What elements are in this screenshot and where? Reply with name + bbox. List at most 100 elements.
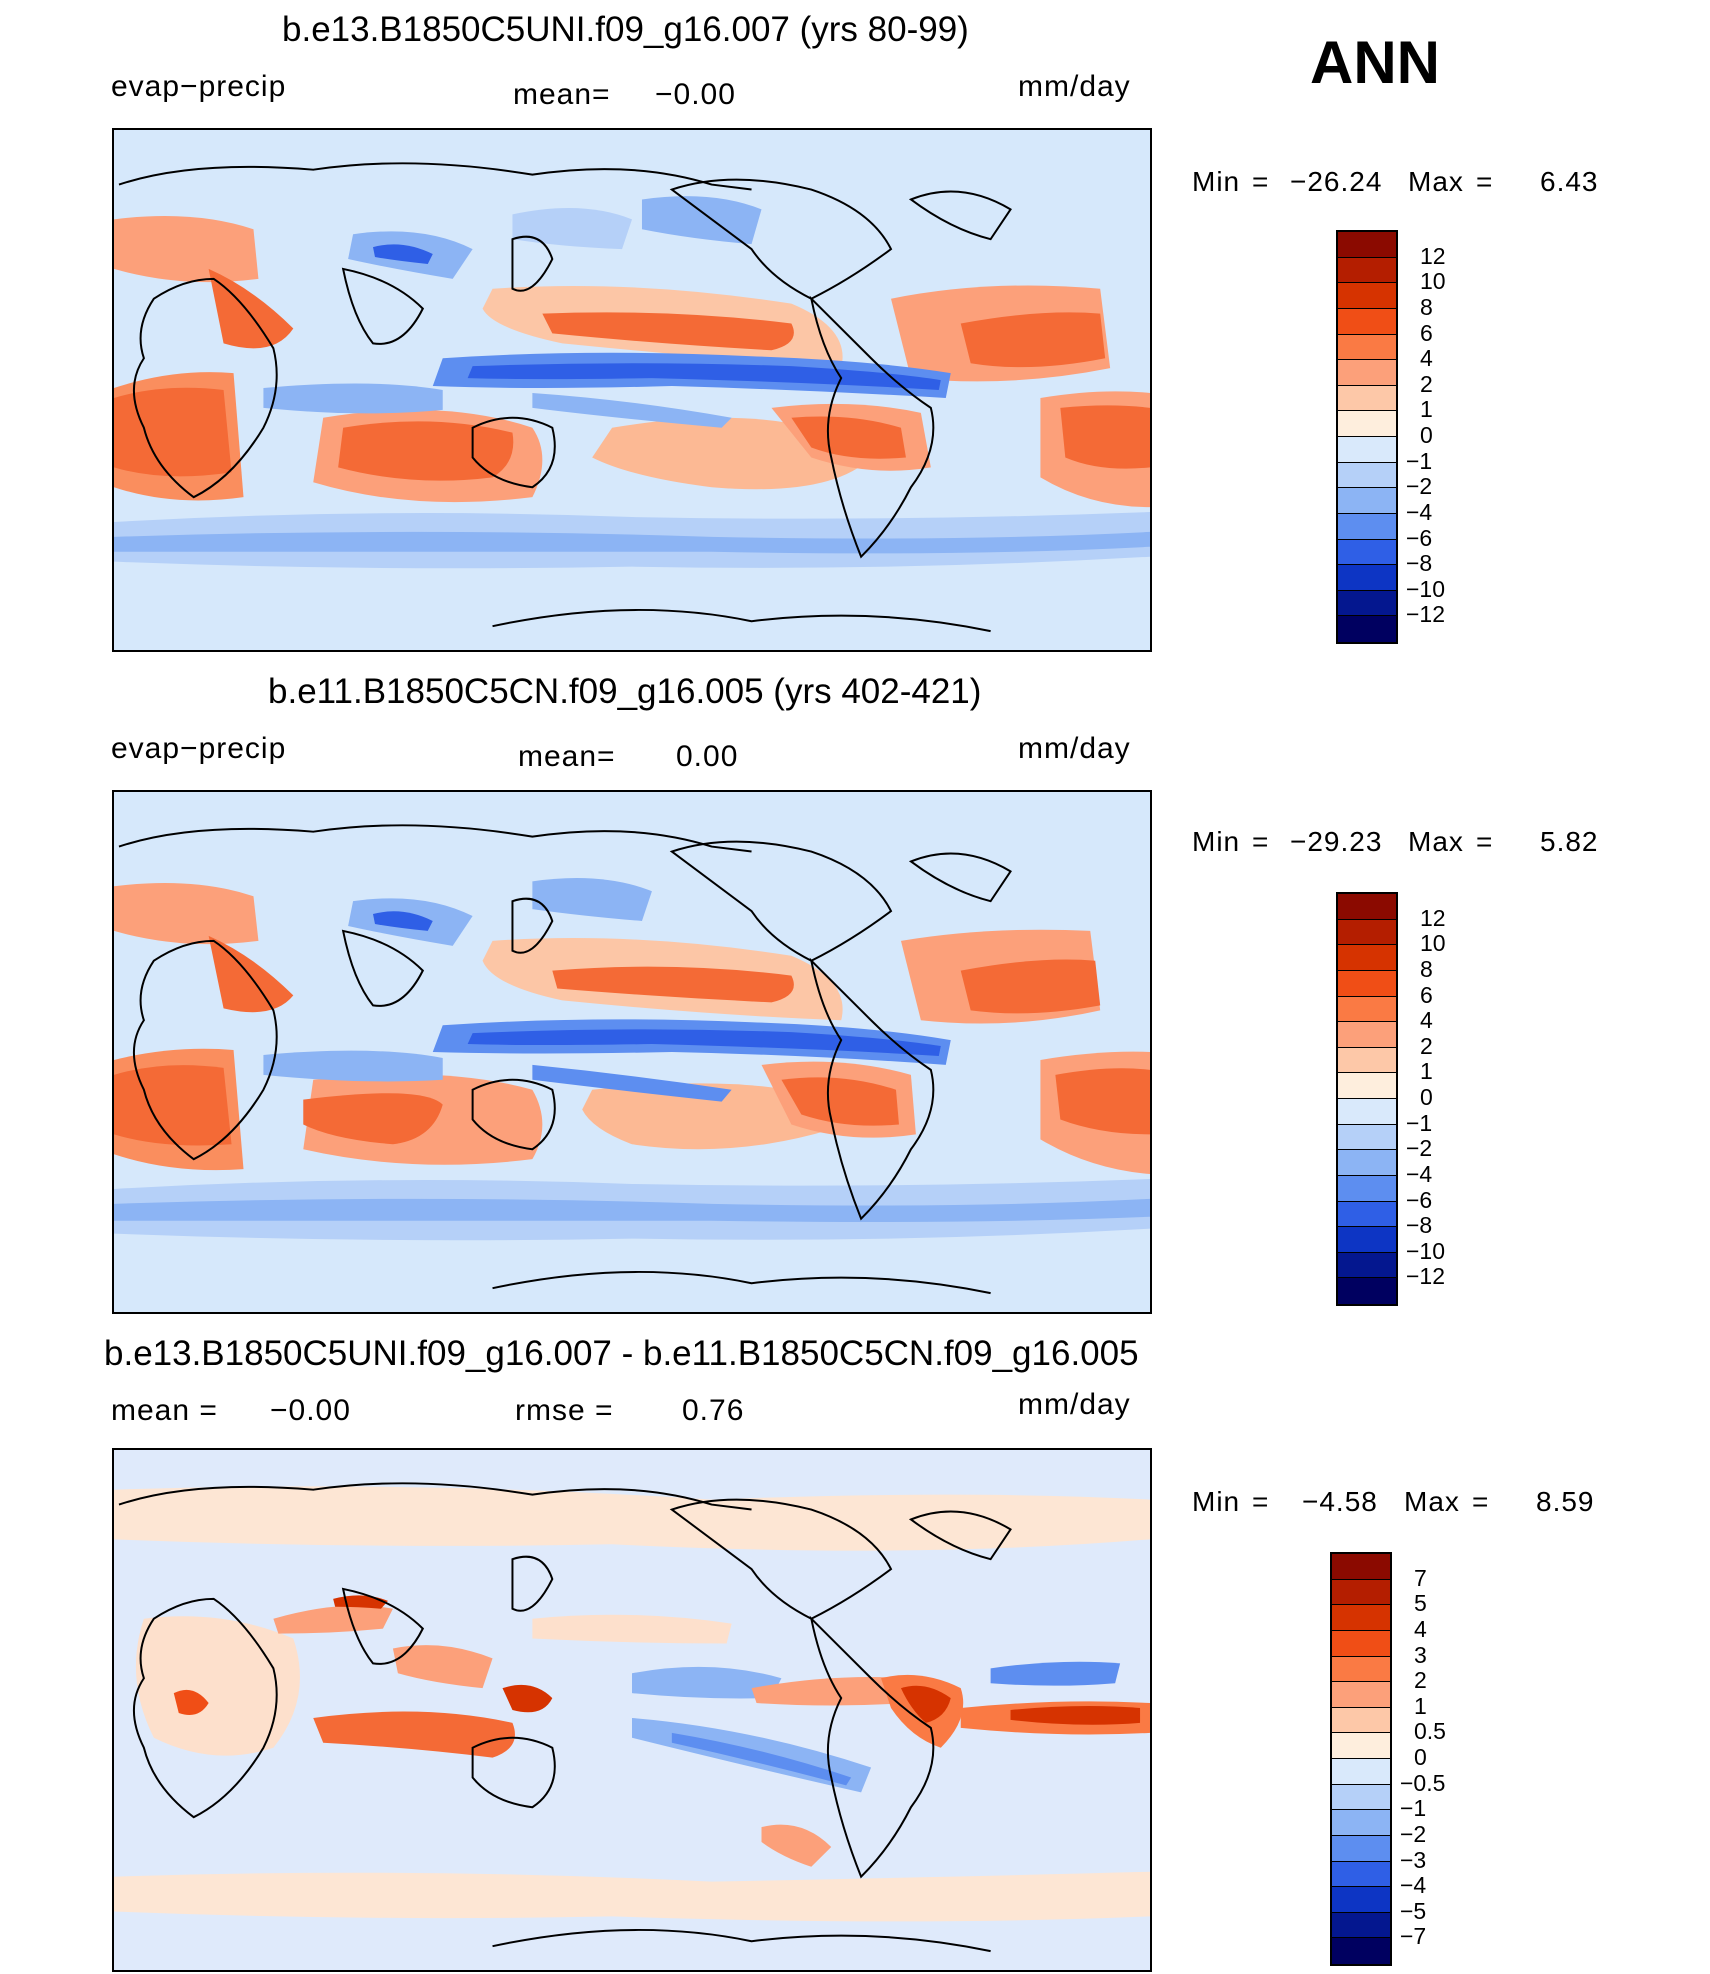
colorbar-tick-label: −0.5 (1400, 1769, 1446, 1796)
colorbar-cell (1332, 1656, 1390, 1683)
colorbar-cell (1338, 1278, 1396, 1304)
colorbar-cell (1338, 488, 1396, 514)
panel-3-min-value: −4.58 (1302, 1486, 1378, 1517)
colorbar-cell (1338, 283, 1396, 309)
colorbar-tick-label: −1 (1406, 1109, 1433, 1136)
panel-1-mean-value: −0.00 (655, 78, 736, 111)
panel-1-min-equals: = (1252, 166, 1270, 197)
colorbar-cell (1338, 437, 1396, 463)
panel-3-mean-value: −0.00 (270, 1394, 351, 1427)
panel-3-max-equals: = (1472, 1486, 1490, 1517)
colorbar-cell (1338, 232, 1396, 258)
colorbar-tick-label: −4 (1406, 1160, 1433, 1187)
colorbar-cell (1338, 894, 1396, 920)
colorbar-cell (1338, 590, 1396, 617)
colorbar-cell (1338, 996, 1396, 1023)
panel-3-title: b.e13.B1850C5UNI.f09_g16.007 - b.e11.B18… (104, 1334, 1139, 1373)
colorbar-cell (1332, 1887, 1390, 1913)
panel-2-max-label: Max (1408, 826, 1464, 857)
colorbar-tick-label: −10 (1406, 1237, 1446, 1264)
panel-3-mean-label: mean = (111, 1394, 218, 1427)
colorbar-tick-label: −4 (1406, 498, 1433, 525)
colorbar-cell (1332, 1630, 1390, 1657)
colorbar-cell (1338, 1073, 1396, 1099)
panel-2-variable-label: evap−precip (111, 732, 287, 765)
panel-2-min-label: Min (1192, 826, 1241, 857)
colorbar-tick-label: 5 (1414, 1590, 1427, 1617)
panel-1-max-label: Max (1408, 166, 1464, 197)
colorbar-tick-label: −2 (1406, 473, 1433, 500)
colorbar-tick-label: −2 (1400, 1820, 1427, 1847)
colorbar-tick-label: 1 (1420, 396, 1433, 423)
colorbar-tick-label: −2 (1406, 1135, 1433, 1162)
colorbar-cell (1332, 1784, 1390, 1811)
colorbar-tick-label: −6 (1406, 1186, 1433, 1213)
colorbar-tick-label: 7 (1414, 1564, 1427, 1591)
colorbar-tick-label: −1 (1406, 447, 1433, 474)
panel-2-min-equals: = (1252, 826, 1270, 857)
colorbar-cell (1332, 1835, 1390, 1862)
colorbar-cell (1338, 1252, 1396, 1279)
panel-2-map (112, 790, 1152, 1314)
panel-2-colorbar (1336, 892, 1398, 1306)
panel-1-max-value: 6.43 (1540, 166, 1599, 197)
panel-3-min-equals: = (1252, 1486, 1270, 1517)
panel-2-max-equals: = (1476, 826, 1494, 857)
panel-1-map (112, 128, 1152, 652)
colorbar-tick-label: −10 (1406, 575, 1446, 602)
colorbar-tick-label: 4 (1420, 345, 1433, 372)
colorbar-cell (1338, 1099, 1396, 1125)
panel-2-mean-label: mean= (518, 740, 616, 773)
panel-3-max-value: 8.59 (1536, 1486, 1595, 1517)
panel-2-max-value: 5.82 (1540, 826, 1599, 857)
panel-1-title: b.e13.B1850C5UNI.f09_g16.007 (yrs 80-99) (282, 10, 969, 49)
colorbar-tick-label: 0.5 (1414, 1718, 1446, 1745)
colorbar-cell (1338, 1150, 1396, 1176)
panel-1-units: mm/day (1018, 70, 1131, 103)
colorbar-tick-label: 2 (1420, 370, 1433, 397)
colorbar-tick-label: 12 (1420, 242, 1446, 269)
panel-1-max-equals: = (1476, 166, 1494, 197)
colorbar-tick-label: 1 (1414, 1692, 1427, 1719)
colorbar-tick-label: 2 (1420, 1032, 1433, 1059)
colorbar-cell (1338, 919, 1396, 946)
panel-1-mean-label: mean= (513, 78, 611, 111)
colorbar-tick-label: −12 (1406, 601, 1446, 628)
colorbar-tick-label: 6 (1420, 981, 1433, 1008)
colorbar-tick-label: 0 (1420, 422, 1433, 448)
colorbar-cell (1338, 1175, 1396, 1202)
colorbar-cell (1338, 616, 1396, 642)
colorbar-tick-label: −4 (1400, 1872, 1427, 1899)
colorbar-cell (1338, 1124, 1396, 1151)
colorbar-tick-label: 4 (1420, 1007, 1433, 1034)
panel-3-min-label: Min (1192, 1486, 1241, 1517)
panel-3-colorbar (1330, 1552, 1392, 1966)
colorbar-cell (1338, 1227, 1396, 1253)
colorbar-cell (1338, 513, 1396, 540)
colorbar-tick-label: 1 (1420, 1058, 1433, 1085)
panel-3-rmse-value: 0.76 (682, 1394, 745, 1427)
colorbar-tick-label: −12 (1406, 1263, 1446, 1290)
colorbar-tick-label: 6 (1420, 319, 1433, 346)
panel-2-min-value: −29.23 (1290, 826, 1383, 857)
colorbar-tick-label: −1 (1400, 1795, 1427, 1822)
panel-1-colorbar (1336, 230, 1398, 644)
colorbar-cell (1338, 411, 1396, 437)
season-label: ANN (1310, 29, 1440, 96)
colorbar-cell (1332, 1759, 1390, 1785)
colorbar-cell (1338, 334, 1396, 361)
colorbar-cell (1332, 1579, 1390, 1606)
panel-1-min-label: Min (1192, 166, 1241, 197)
colorbar-tick-label: 12 (1420, 904, 1446, 931)
colorbar-tick-label: 8 (1420, 293, 1433, 320)
colorbar-cell (1332, 1554, 1390, 1580)
colorbar-tick-label: −8 (1406, 1212, 1433, 1239)
colorbar-cell (1338, 565, 1396, 591)
colorbar-cell (1332, 1682, 1390, 1708)
colorbar-cell (1332, 1938, 1390, 1964)
panel-3-units: mm/day (1018, 1388, 1131, 1421)
colorbar-cell (1338, 539, 1396, 566)
colorbar-cell (1338, 945, 1396, 971)
colorbar-cell (1338, 970, 1396, 997)
colorbar-tick-label: −6 (1406, 524, 1433, 551)
